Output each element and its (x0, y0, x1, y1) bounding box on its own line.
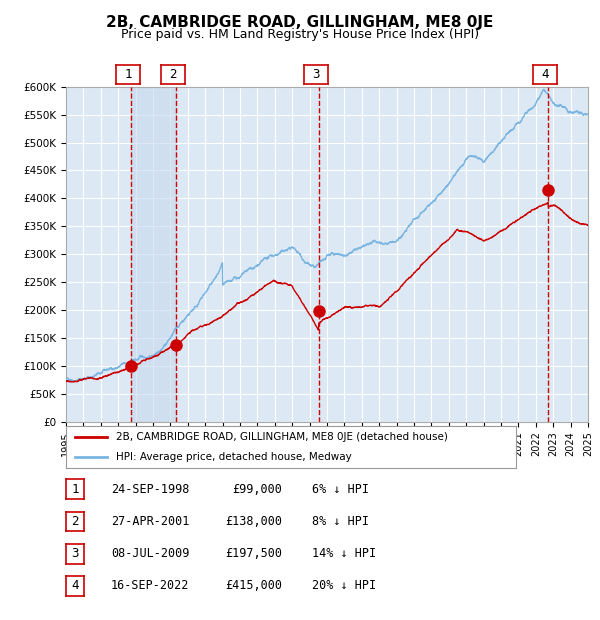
Text: 2B, CAMBRIDGE ROAD, GILLINGHAM, ME8 0JE: 2B, CAMBRIDGE ROAD, GILLINGHAM, ME8 0JE (106, 16, 494, 30)
Text: 1: 1 (71, 483, 79, 495)
Text: 2B, CAMBRIDGE ROAD, GILLINGHAM, ME8 0JE (detached house): 2B, CAMBRIDGE ROAD, GILLINGHAM, ME8 0JE … (115, 432, 448, 442)
Bar (131, 87, 176, 422)
Text: 4: 4 (541, 68, 549, 81)
Text: 24-SEP-1998: 24-SEP-1998 (111, 483, 190, 495)
Text: £197,500: £197,500 (225, 547, 282, 560)
Text: 6% ↓ HPI: 6% ↓ HPI (312, 483, 369, 495)
Text: 20% ↓ HPI: 20% ↓ HPI (312, 580, 376, 592)
Text: 4: 4 (71, 580, 79, 592)
Text: £99,000: £99,000 (232, 483, 282, 495)
Text: 1: 1 (124, 68, 131, 81)
Text: 27-APR-2001: 27-APR-2001 (111, 515, 190, 528)
Text: 8% ↓ HPI: 8% ↓ HPI (312, 515, 369, 528)
Text: Price paid vs. HM Land Registry's House Price Index (HPI): Price paid vs. HM Land Registry's House … (121, 28, 479, 41)
Text: 2: 2 (71, 515, 79, 528)
Text: 08-JUL-2009: 08-JUL-2009 (111, 547, 190, 560)
Text: 14% ↓ HPI: 14% ↓ HPI (312, 547, 376, 560)
Text: £415,000: £415,000 (225, 580, 282, 592)
Text: 16-SEP-2022: 16-SEP-2022 (111, 580, 190, 592)
Text: HPI: Average price, detached house, Medway: HPI: Average price, detached house, Medw… (115, 452, 351, 462)
Text: 3: 3 (312, 68, 319, 81)
Text: 3: 3 (71, 547, 79, 560)
Text: 2: 2 (169, 68, 177, 81)
Text: £138,000: £138,000 (225, 515, 282, 528)
